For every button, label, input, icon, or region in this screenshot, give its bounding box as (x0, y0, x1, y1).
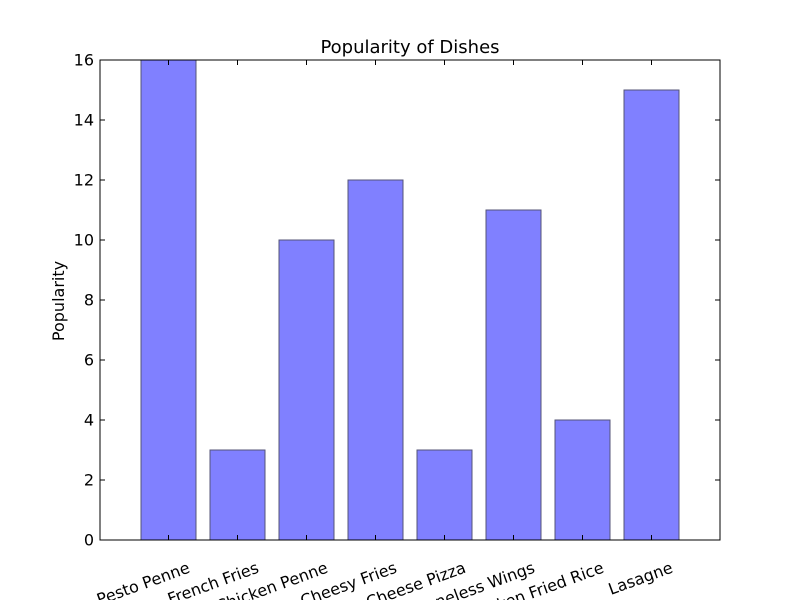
chart-title: Popularity of Dishes (320, 37, 499, 58)
y-tick-label: 16 (74, 51, 94, 70)
plot-area-frame (99, 59, 721, 541)
bar-pesto-penne (140, 59, 197, 541)
y-axis-label: Popularity (49, 261, 68, 341)
bars-group (140, 59, 680, 541)
y-tick-label: 4 (84, 411, 94, 430)
y-tick-label: 0 (84, 531, 94, 550)
x-tick-label: Lasagne (606, 558, 675, 599)
bar-boneless-wings (485, 209, 542, 541)
bar-french-fries (209, 449, 266, 541)
bar-cheesy-fries (347, 179, 404, 541)
bar-cheese-pizza (416, 449, 473, 541)
y-tick-label: 14 (74, 111, 94, 130)
y-tick-label: 6 (84, 351, 94, 370)
bar-lasagne (623, 89, 680, 541)
y-tick-label: 2 (84, 471, 94, 490)
y-tick-label: 12 (74, 171, 94, 190)
bar-chicken-penne (278, 239, 335, 541)
y-tick-label: 10 (74, 231, 94, 250)
y-tick-label: 8 (84, 291, 94, 310)
bar-chicken-fried-rice (554, 419, 611, 541)
